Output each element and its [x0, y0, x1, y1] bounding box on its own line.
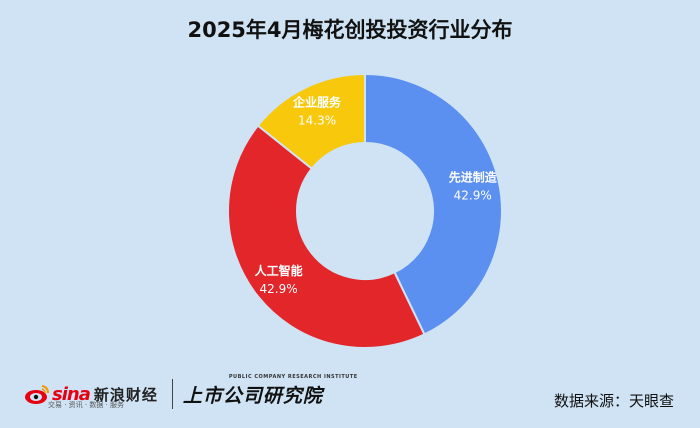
- data-source: 数据来源：天眼查: [553, 392, 674, 410]
- donut-slice: [256, 72, 366, 171]
- sina-tagline: 交易 · 资讯 · 数据 · 服务: [48, 401, 125, 409]
- slice-name-label: 人工智能: [255, 263, 303, 278]
- chart-title: 2025年4月梅花创投投资行业分布: [187, 18, 513, 42]
- footer-divider: [171, 379, 173, 409]
- slice-value-label: 14.3%: [298, 113, 336, 127]
- slice-name-label: 先进制造: [449, 169, 498, 184]
- slice-value-label: 42.9%: [454, 188, 492, 202]
- sina-eye-icon: [24, 383, 50, 405]
- sina-name: 新浪财经: [93, 385, 158, 404]
- research-institute-name: 上市公司研究院: [182, 384, 323, 407]
- donut-slice: [227, 124, 426, 349]
- slice-value-label: 42.9%: [260, 282, 298, 296]
- footer-logos: sina 新浪财经 交易 · 资讯 · 数据 · 服务 PUBLIC COMPA…: [24, 374, 357, 414]
- research-institute-logo: PUBLIC COMPANY RESEARCH INSTITUTE 上市公司研究…: [182, 374, 357, 408]
- donut-slice: [364, 72, 503, 336]
- slice-name-label: 企业服务: [292, 94, 342, 109]
- sina-brand-text: sina: [52, 383, 91, 405]
- research-institute-en: PUBLIC COMPANY RESEARCH INSTITUTE: [228, 373, 358, 380]
- sina-logo: sina 新浪财经: [24, 383, 158, 405]
